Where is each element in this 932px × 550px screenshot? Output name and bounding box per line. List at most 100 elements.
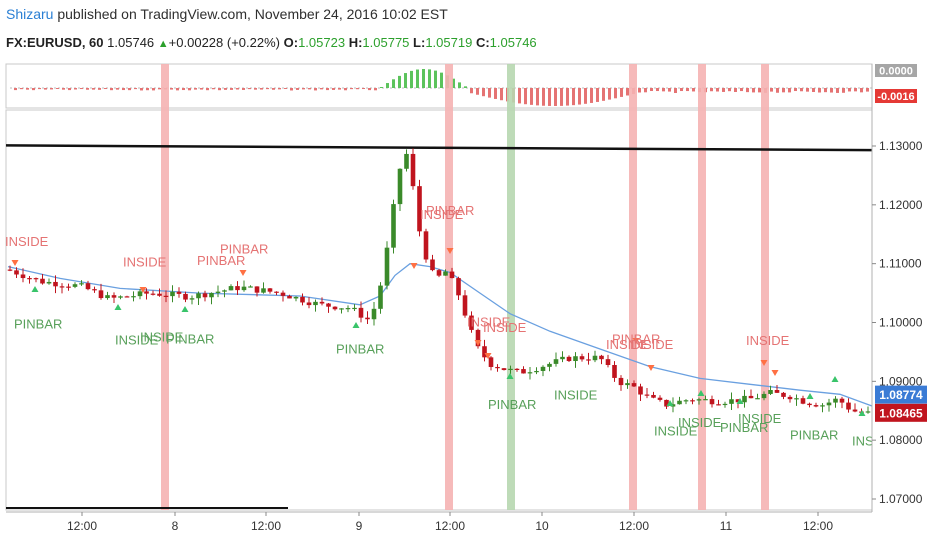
osc-bar-88 xyxy=(542,88,545,106)
candle-body-115 xyxy=(755,398,760,400)
osc-bar-35 xyxy=(224,88,227,90)
candle-body-93 xyxy=(612,364,617,378)
osc-tag-value: -0.0016 xyxy=(877,91,914,103)
osc-bar-12 xyxy=(86,88,89,90)
candle-body-45 xyxy=(300,296,305,303)
osc-bar-60 xyxy=(374,88,377,91)
candle-body-36 xyxy=(241,286,247,291)
candle-body-98 xyxy=(644,394,650,396)
osc-bar-64 xyxy=(398,75,401,88)
candle-body-30 xyxy=(202,293,208,298)
candle-body-38 xyxy=(254,286,260,293)
publish-info: published on TradingView.com, November 2… xyxy=(57,6,448,22)
up-arrow-icon: ▲ xyxy=(157,38,169,50)
oscillator-pane[interactable] xyxy=(5,63,873,109)
candle-body-67 xyxy=(443,271,448,276)
candle-body-68 xyxy=(449,271,455,279)
y-tick-4: 1.09000 xyxy=(879,374,923,388)
osc-bar-62 xyxy=(386,83,389,88)
osc-bar-73 xyxy=(452,78,455,88)
signal-up-marker-0 xyxy=(31,286,39,292)
annotation-label-12: INSIDE xyxy=(483,320,527,335)
osc-bar-28 xyxy=(182,88,185,91)
candle-body-101 xyxy=(664,399,669,407)
candle-body-5 xyxy=(40,278,45,284)
price-tags: 1.08774 1.08465 xyxy=(875,385,927,422)
price-tag-0: 1.08774 xyxy=(879,388,923,402)
osc-bar-101 xyxy=(620,88,623,97)
osc-bar-51 xyxy=(320,88,323,90)
trend-line[interactable] xyxy=(5,144,873,152)
signal-down-marker-10 xyxy=(771,370,779,376)
candle-body-40 xyxy=(267,288,273,292)
osc-tag-value-bg xyxy=(875,89,917,103)
candle-body-124 xyxy=(813,405,819,407)
candle-body-2 xyxy=(20,274,26,279)
signal-up-marker-1 xyxy=(114,304,122,310)
candle-body-35 xyxy=(235,286,240,291)
annotation-label-14: INSIDE xyxy=(554,388,598,403)
candle-body-125 xyxy=(820,405,825,407)
signal-down-marker-8 xyxy=(632,338,640,344)
osc-bar-26 xyxy=(170,88,173,90)
osc-bar-71 xyxy=(440,72,443,88)
osc-bar-65 xyxy=(404,73,407,88)
osc-bar-14 xyxy=(98,88,101,90)
candle-body-91 xyxy=(599,355,604,360)
osc-bar-92 xyxy=(566,88,569,106)
annotation-label-19: INSIDE xyxy=(678,415,722,430)
osc-bar-6 xyxy=(50,88,53,90)
candle-body-14 xyxy=(98,290,104,299)
price-axis[interactable] xyxy=(872,64,932,534)
osc-bar-10 xyxy=(74,88,77,90)
osc-bar-79 xyxy=(488,88,491,98)
osc-bar-130 xyxy=(794,88,797,92)
main-pane[interactable] xyxy=(5,109,873,511)
candle-body-3 xyxy=(27,278,32,280)
candle-body-52 xyxy=(345,308,351,310)
candle-body-86 xyxy=(566,356,572,362)
candle-body-121 xyxy=(794,398,799,400)
candle-body-128 xyxy=(839,398,845,403)
candle-body-119 xyxy=(781,392,786,397)
candle-body-94 xyxy=(618,377,624,386)
candle-body-42 xyxy=(280,292,286,296)
osc-bar-95 xyxy=(584,88,587,104)
osc-bar-87 xyxy=(536,88,539,106)
candle-body-50 xyxy=(332,306,338,310)
osc-bar-50 xyxy=(314,88,317,91)
candle-body-56 xyxy=(371,308,377,320)
x-tick-5: 10 xyxy=(535,519,549,533)
candle-body-78 xyxy=(514,368,520,371)
osc-bar-126 xyxy=(770,88,773,92)
signal-band-4 xyxy=(698,64,706,510)
candle-body-108 xyxy=(709,399,715,405)
signal-band-5 xyxy=(761,64,769,510)
candle-body-49 xyxy=(326,303,331,307)
candle-body-57 xyxy=(378,285,383,309)
candle-body-62 xyxy=(410,153,416,187)
y-tick-1: 1.12000 xyxy=(879,198,923,212)
osc-bar-49 xyxy=(308,88,311,90)
annotation-label-24: INS xyxy=(852,433,874,448)
y-tick-5: 1.08000 xyxy=(879,433,923,447)
candle-body-117 xyxy=(768,390,773,394)
osc-bar-138 xyxy=(842,88,845,93)
candle-body-77 xyxy=(508,368,513,371)
candle-body-81 xyxy=(534,370,539,373)
x-tick-2: 12:00 xyxy=(251,519,281,533)
candle-body-4 xyxy=(33,278,39,280)
signal-band-3 xyxy=(629,64,637,510)
candle-body-69 xyxy=(456,278,461,296)
osc-bar-112 xyxy=(686,88,689,92)
author-name[interactable]: Shizaru xyxy=(6,6,54,22)
osc-bar-85 xyxy=(524,88,527,105)
osc-bar-76 xyxy=(470,88,473,94)
annotation-label-13: PINBAR xyxy=(488,397,536,412)
candle-body-33 xyxy=(222,290,227,292)
symbol-label[interactable]: FX:EURUSD, 60 xyxy=(6,35,104,50)
osc-bar-30 xyxy=(194,88,197,90)
candle-body-104 xyxy=(683,400,689,402)
candle-body-87 xyxy=(573,356,578,362)
